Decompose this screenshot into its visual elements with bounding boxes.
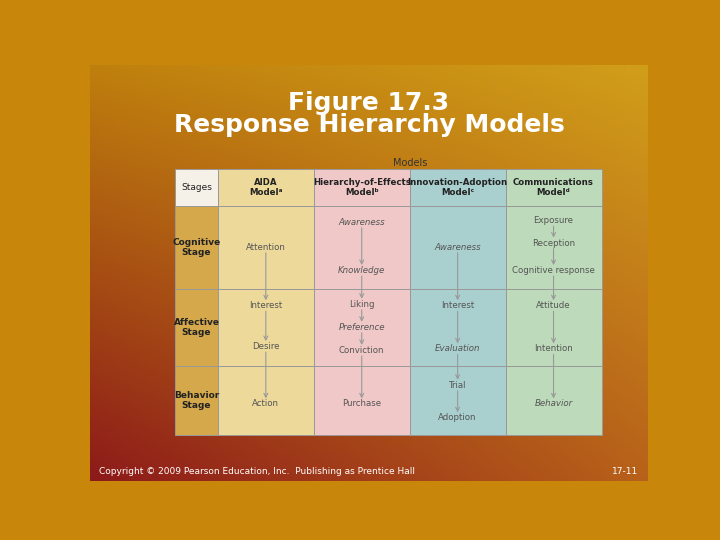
Bar [505, 289, 601, 366]
Text: Awareness: Awareness [434, 243, 481, 252]
Text: 17-11: 17-11 [613, 467, 639, 476]
Text: Copyright © 2009 Pearson Education, Inc.  Publishing as Prentice Hall: Copyright © 2009 Pearson Education, Inc.… [99, 467, 415, 476]
Bar [410, 366, 505, 435]
Text: Preference: Preference [338, 323, 385, 332]
Bar [410, 289, 505, 366]
Text: Interest: Interest [249, 301, 282, 310]
Text: Hierarchy-of-Effects
Modelᵇ: Hierarchy-of-Effects Modelᵇ [312, 178, 410, 197]
Text: Communications
Modelᵈ: Communications Modelᵈ [513, 178, 594, 197]
Text: Interest: Interest [441, 301, 474, 310]
Text: Conviction: Conviction [339, 346, 384, 355]
Text: Desire: Desire [252, 342, 279, 351]
Text: AIDA
Modelᵃ: AIDA Modelᵃ [249, 178, 282, 197]
Text: Reception: Reception [532, 239, 575, 248]
Text: Liking: Liking [349, 300, 374, 309]
Text: Knowledge: Knowledge [338, 266, 385, 275]
Bar [218, 289, 314, 366]
Text: Adoption: Adoption [438, 413, 477, 422]
Text: Figure 17.3: Figure 17.3 [289, 91, 449, 116]
Bar [505, 366, 601, 435]
Bar [314, 366, 410, 435]
Bar [410, 206, 505, 289]
Bar [175, 169, 218, 206]
Bar [314, 169, 410, 206]
Text: Attitude: Attitude [536, 301, 571, 310]
Text: Behavior
Stage: Behavior Stage [174, 391, 219, 410]
Text: Evaluation: Evaluation [435, 345, 480, 354]
Text: Affective
Stage: Affective Stage [174, 318, 220, 337]
Text: Attention: Attention [246, 243, 286, 252]
Text: Models: Models [392, 158, 427, 167]
Text: Innovation-Adoption
Modelᶜ: Innovation-Adoption Modelᶜ [408, 178, 508, 197]
Bar [175, 206, 218, 289]
Text: Intention: Intention [534, 345, 573, 354]
Bar [218, 206, 314, 289]
Text: Response Hierarchy Models: Response Hierarchy Models [174, 113, 564, 137]
Text: Trial: Trial [449, 381, 467, 390]
Text: Stages: Stages [181, 183, 212, 192]
Text: Exposure: Exposure [534, 216, 574, 225]
Text: Cognitive
Stage: Cognitive Stage [172, 238, 221, 257]
Bar [175, 366, 218, 435]
Bar [314, 206, 410, 289]
Text: Behavior: Behavior [534, 400, 572, 408]
Bar [314, 289, 410, 366]
Bar [218, 366, 314, 435]
Bar [505, 169, 601, 206]
Text: Action: Action [252, 400, 279, 408]
Text: Awareness: Awareness [338, 218, 385, 227]
Text: Cognitive response: Cognitive response [512, 266, 595, 275]
Bar [410, 169, 505, 206]
Bar [175, 289, 218, 366]
Bar [218, 169, 314, 206]
Bar [505, 206, 601, 289]
Text: Purchase: Purchase [342, 400, 382, 408]
